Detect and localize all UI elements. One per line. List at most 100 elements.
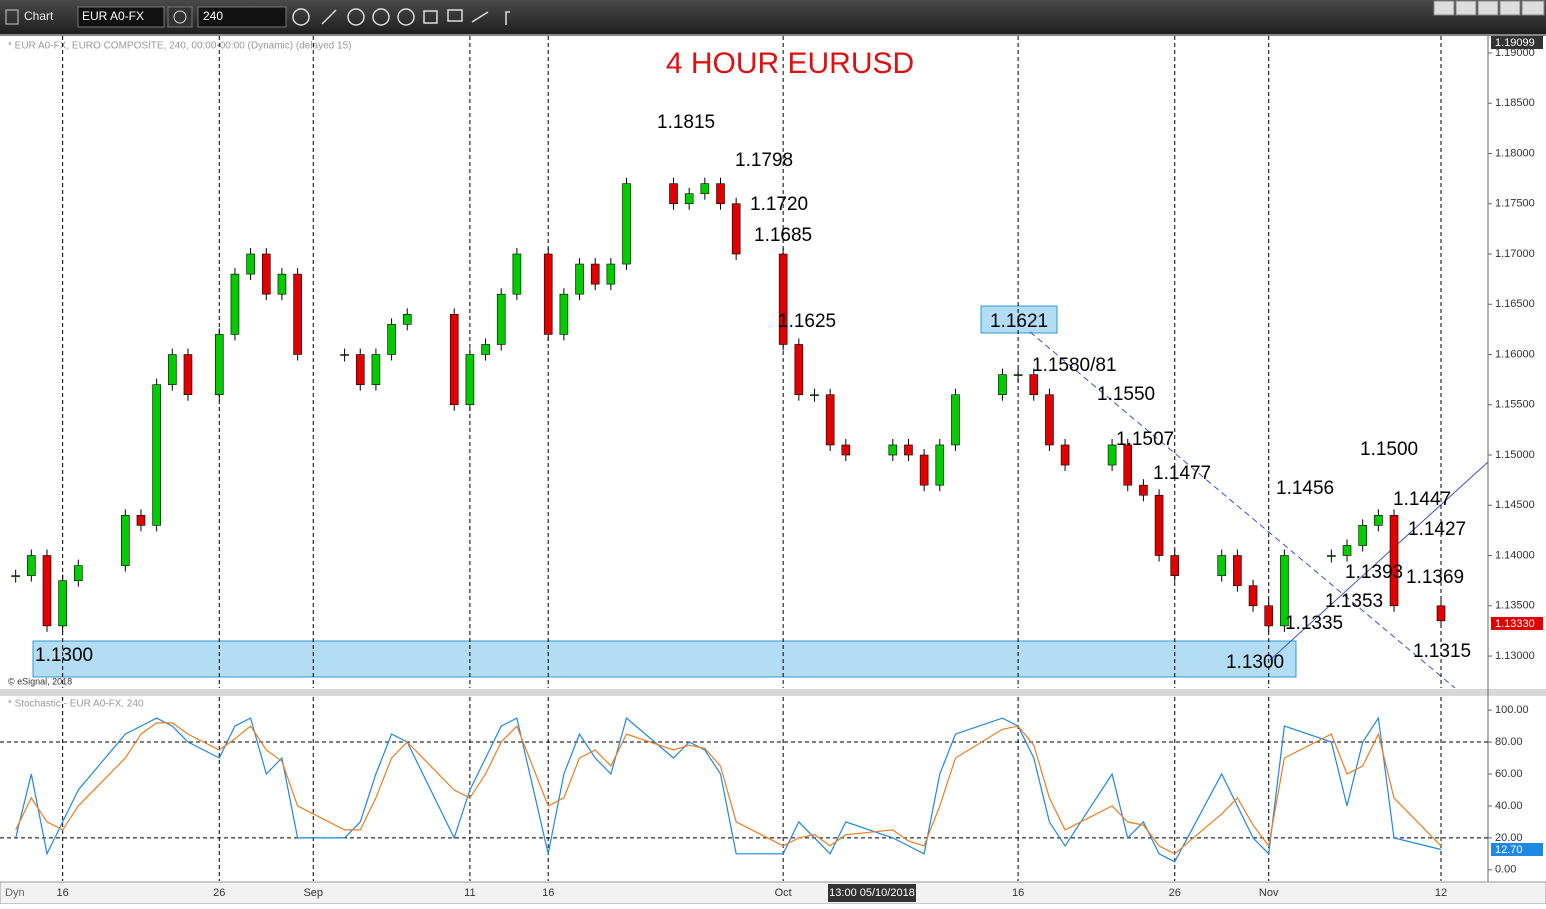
price-annotation: 1.1720 — [750, 194, 808, 215]
candle — [1389, 515, 1399, 607]
settings-button[interactable] — [167, 6, 193, 28]
facebook-button[interactable] — [505, 11, 510, 25]
candle — [778, 253, 788, 345]
minimize-button[interactable] — [1477, 0, 1499, 16]
chart-title: 4 HOUR EURUSD — [666, 47, 914, 80]
interval[interactable]: 240 — [203, 9, 223, 23]
symbol[interactable]: EUR A0-FX — [82, 9, 144, 23]
price-annotation: 1.1477 — [1153, 463, 1211, 484]
candle — [465, 354, 475, 406]
y-tick-label: 1.18500 — [1495, 97, 1535, 109]
candle — [183, 354, 193, 396]
curve-tool[interactable] — [347, 8, 365, 26]
candle — [1233, 555, 1242, 586]
chart-icon — [5, 9, 19, 25]
price-annotation: 1.1393 — [1345, 562, 1403, 583]
x-tick-label: 12 — [1435, 887, 1447, 899]
candle — [575, 263, 584, 295]
copyright: © eSignal, 2018 — [8, 676, 72, 686]
candle — [951, 394, 960, 446]
candle — [1280, 555, 1289, 627]
resistance-box — [980, 305, 1058, 334]
candle — [1139, 484, 1148, 496]
candle — [590, 263, 600, 285]
candle — [481, 344, 490, 355]
restore-button[interactable] — [1499, 0, 1521, 16]
candle — [261, 253, 271, 295]
y-tick-label: 1.13500 — [1495, 600, 1535, 612]
stoch-tag — [1491, 843, 1543, 856]
twitter-button[interactable] — [471, 11, 489, 23]
candle — [449, 314, 459, 406]
interval-box[interactable] — [197, 6, 287, 28]
play-tool[interactable] — [372, 8, 390, 26]
candle — [1358, 525, 1367, 546]
x-tick-label: Sep — [303, 887, 323, 899]
candle — [11, 575, 20, 577]
candle — [152, 384, 161, 526]
candle — [1123, 444, 1133, 486]
candle — [167, 354, 177, 385]
candle — [559, 293, 569, 335]
stoch-line — [15, 716, 1442, 863]
y-tick-label: 60.00 — [1495, 768, 1523, 780]
price-annotation: 1.1335 — [1285, 613, 1343, 634]
candle — [402, 314, 412, 325]
y-tick-label: 1.15000 — [1495, 449, 1535, 461]
candle — [1154, 494, 1164, 556]
candle — [700, 183, 710, 194]
price-annotation: 1.1621 — [990, 311, 1048, 332]
line-tool[interactable] — [321, 9, 337, 25]
candle — [1060, 444, 1070, 466]
symbol-box[interactable] — [77, 6, 165, 28]
candle — [27, 555, 36, 576]
candle — [58, 580, 67, 627]
price-annotation: 1.1580/81 — [1032, 355, 1117, 376]
y-tick-label: 1.18000 — [1495, 147, 1535, 159]
trend-line — [1269, 461, 1489, 661]
price-annotation: 1.1427 — [1408, 519, 1466, 540]
close-button[interactable] — [1521, 0, 1545, 16]
candle — [810, 394, 819, 397]
x-tick-label: 16 — [542, 887, 554, 899]
candle — [230, 273, 240, 335]
candle — [371, 354, 381, 385]
candle — [731, 203, 741, 255]
price-annotation: 1.1500 — [1360, 439, 1418, 460]
trend-line — [1029, 331, 1456, 689]
comment-tool[interactable] — [447, 9, 463, 22]
candle — [1436, 605, 1446, 622]
candle — [387, 324, 396, 355]
candle — [935, 444, 945, 486]
stoch-tag-text: 12.70 — [1495, 844, 1523, 856]
alert-tool[interactable] — [397, 8, 415, 26]
price-annotation: 1.1353 — [1325, 591, 1383, 612]
price-annotation: 1.1507 — [1116, 429, 1174, 450]
candle — [1013, 374, 1023, 376]
y-tick-label: 100.00 — [1495, 704, 1529, 716]
x-tick-label: 16 — [1012, 887, 1024, 899]
top-price-tag — [1491, 36, 1543, 49]
min-button[interactable] — [1455, 0, 1477, 16]
candle — [277, 273, 287, 295]
help-button[interactable] — [1433, 0, 1455, 16]
y-tick-label: 0.00 — [1495, 864, 1516, 876]
stoch-line — [15, 722, 1442, 855]
link-tool[interactable] — [423, 10, 438, 24]
candle — [1107, 444, 1117, 466]
price-annotation: 1.1300 — [1226, 652, 1284, 673]
clock-button[interactable] — [292, 8, 310, 26]
candle — [1170, 555, 1180, 576]
panel-divider — [0, 689, 1546, 696]
y-tick-label: 1.15500 — [1495, 399, 1535, 411]
y-tick-label: 1.13000 — [1495, 650, 1535, 662]
candle — [794, 344, 804, 396]
y-tick-label: 1.16000 — [1495, 348, 1535, 360]
x-tick-label: 26 — [213, 887, 225, 899]
candle — [121, 515, 130, 566]
price-annotation: 1.1456 — [1276, 478, 1334, 499]
y-tick-label: 1.17000 — [1495, 248, 1535, 260]
time-axis — [0, 881, 1546, 905]
price-annotation: 1.1447 — [1393, 489, 1451, 510]
